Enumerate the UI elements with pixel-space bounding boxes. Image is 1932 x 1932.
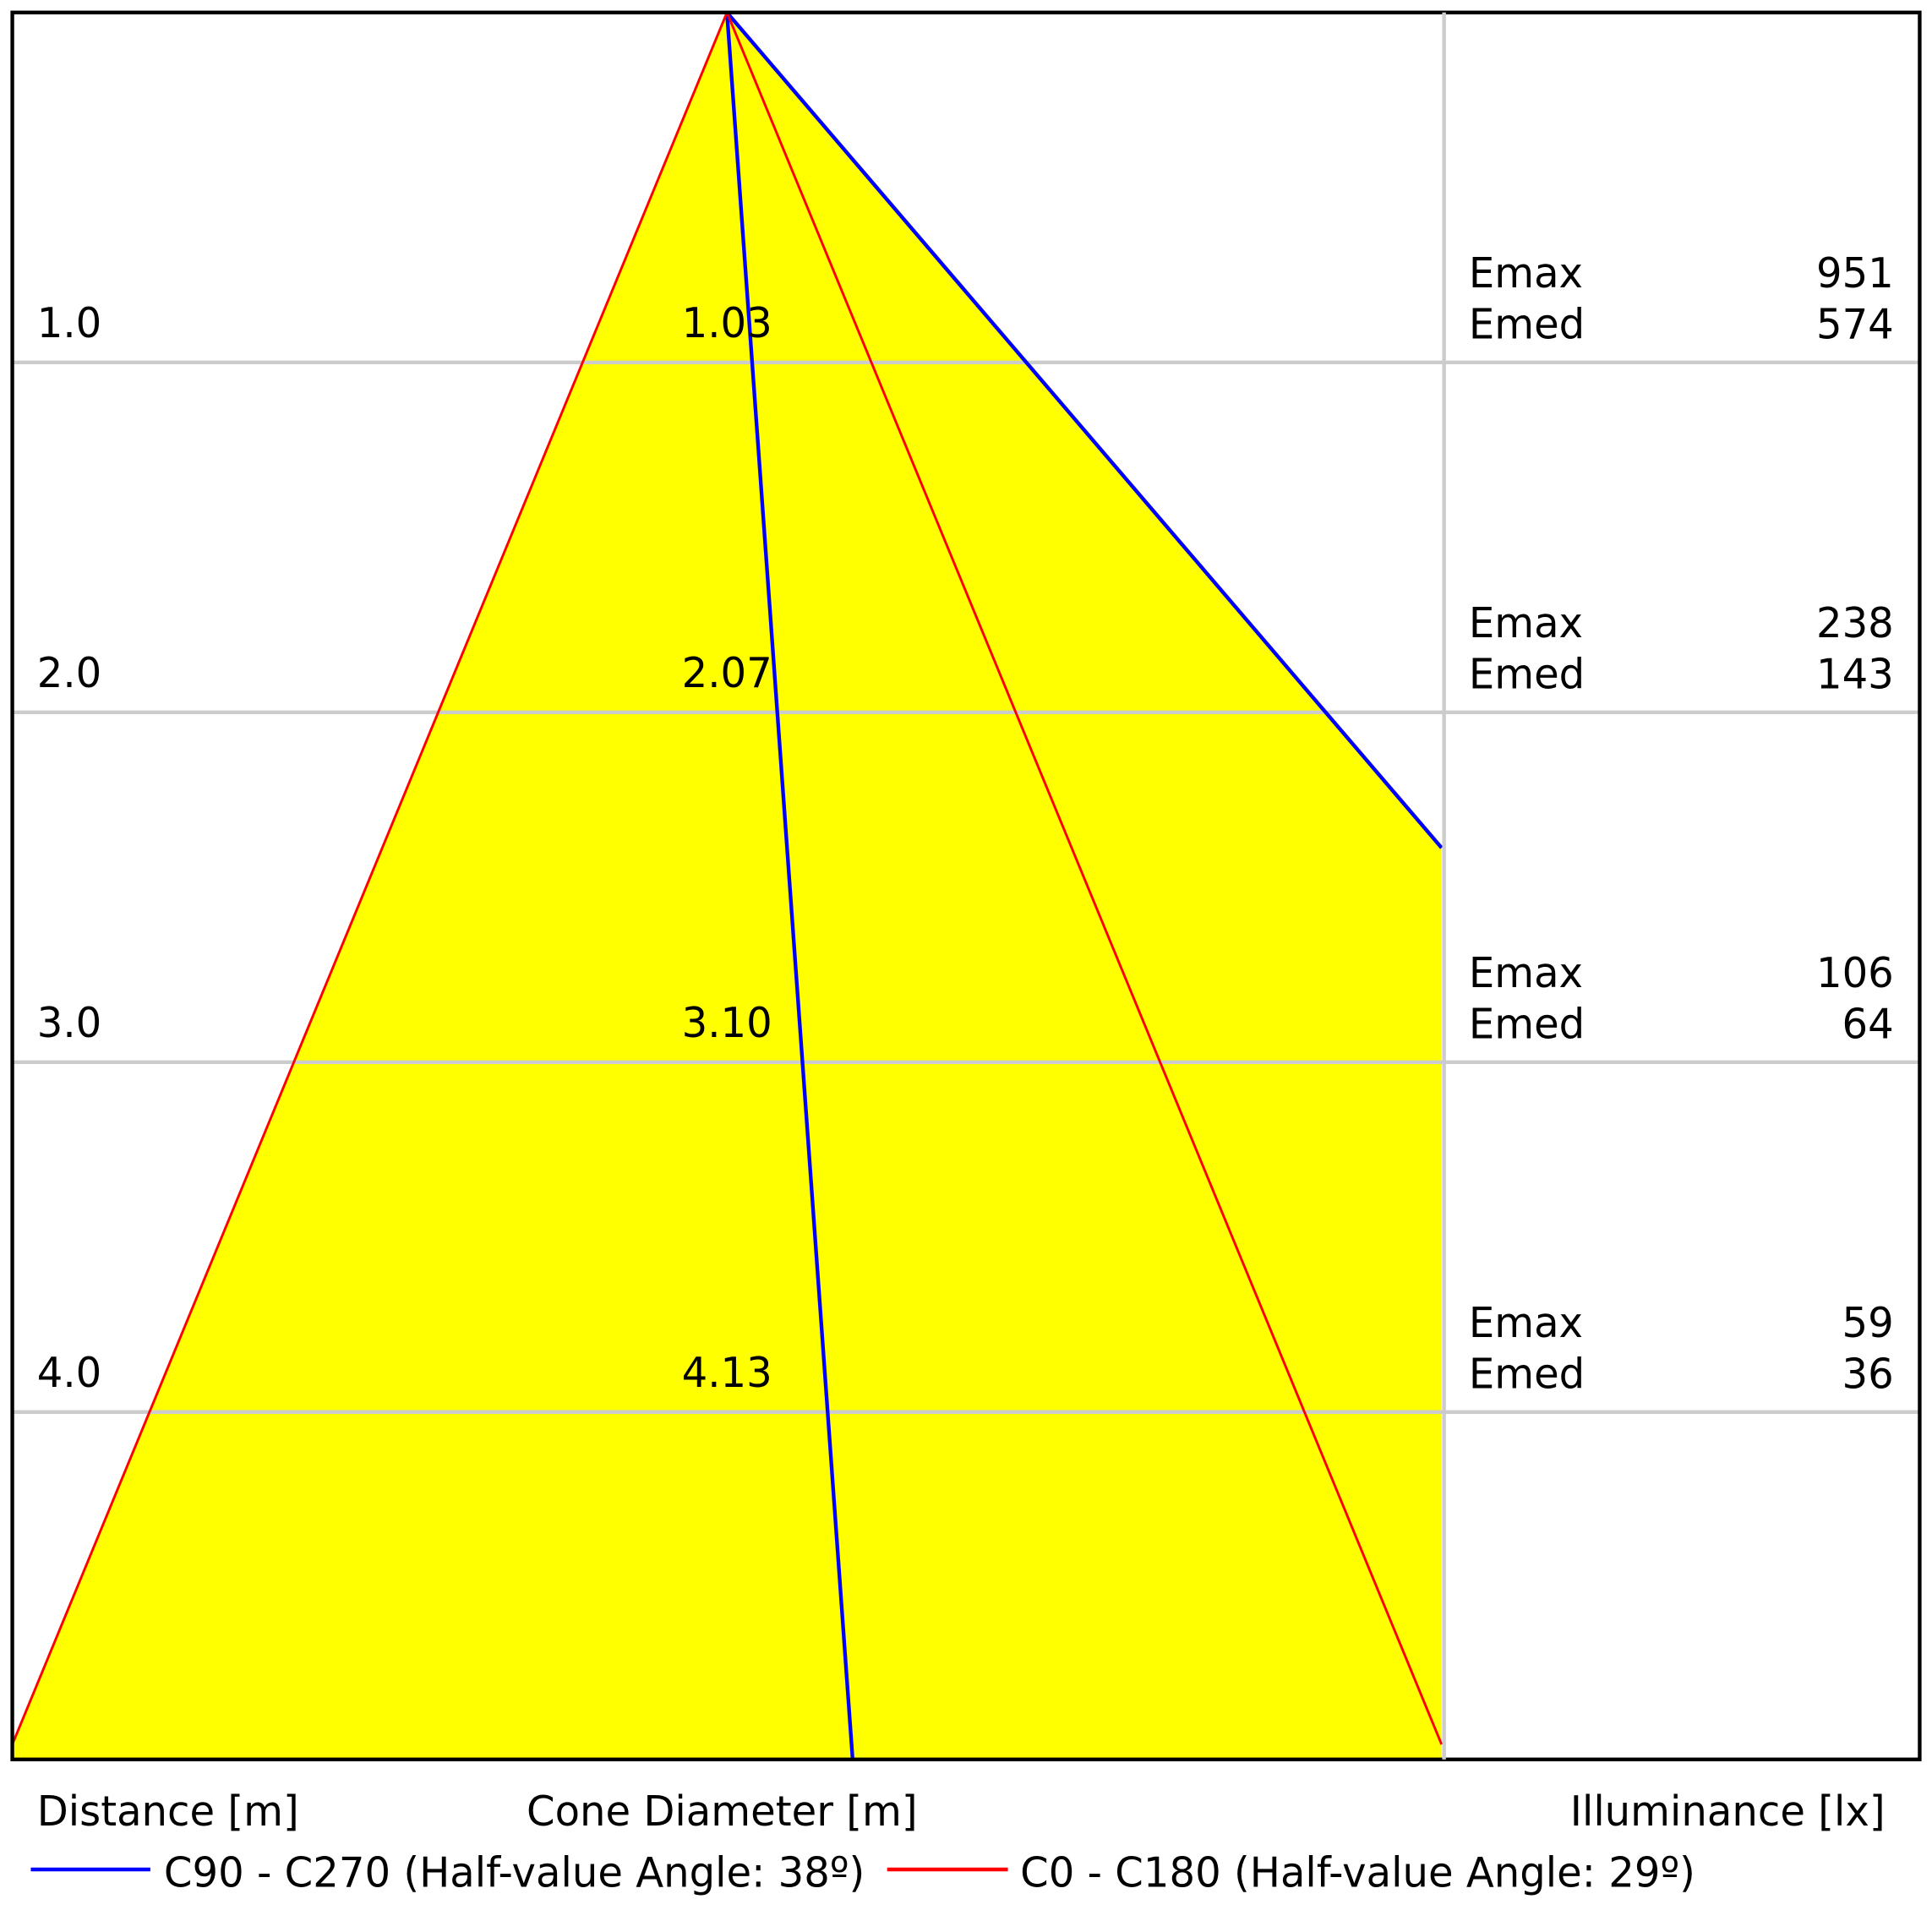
emax-value: 59 xyxy=(1842,1300,1894,1347)
emed-label: Emed xyxy=(1469,1001,1585,1048)
cone-fill xyxy=(12,12,1442,1760)
emax-label: Emax xyxy=(1469,600,1583,647)
c0-line xyxy=(725,12,1444,1745)
distance-label: 2.0 xyxy=(37,650,102,697)
emax-value: 238 xyxy=(1816,600,1894,647)
c90-line xyxy=(724,12,855,1760)
legend-label: C0 - C180 (Half-value Angle: 29º) xyxy=(1020,1849,1695,1897)
axis-label: Distance [m] xyxy=(37,1788,299,1836)
emed-value: 36 xyxy=(1842,1351,1894,1398)
emax-label: Emax xyxy=(1469,250,1583,297)
c0-line xyxy=(11,12,729,1745)
emed-value: 574 xyxy=(1816,301,1894,348)
axis-label: Illuminance [lx] xyxy=(1570,1788,1886,1836)
distance-label: 4.0 xyxy=(37,1350,102,1397)
diameter-label: 2.07 xyxy=(682,650,772,697)
emed-label: Emed xyxy=(1469,1351,1585,1398)
emax-value: 106 xyxy=(1816,950,1894,997)
distance-label: 1.0 xyxy=(37,300,102,347)
emed-label: Emed xyxy=(1469,301,1585,348)
emed-label: Emed xyxy=(1469,651,1585,698)
emed-value: 64 xyxy=(1842,1001,1894,1048)
emax-label: Emax xyxy=(1469,1300,1583,1347)
axis-label: Cone Diameter [m] xyxy=(527,1788,918,1836)
emax-label: Emax xyxy=(1469,950,1583,997)
frame xyxy=(10,10,1922,1762)
emax-value: 951 xyxy=(1816,250,1894,297)
grid xyxy=(12,360,1920,1414)
diameter-label: 3.10 xyxy=(682,1000,772,1047)
distance-label: 3.0 xyxy=(37,1000,102,1047)
c90-line xyxy=(725,11,1444,849)
legend-label: C90 - C270 (Half-value Angle: 38º) xyxy=(164,1849,865,1897)
diameter-label: 1.03 xyxy=(682,300,772,347)
diameter-label: 4.13 xyxy=(682,1350,772,1397)
emed-value: 143 xyxy=(1816,651,1894,698)
